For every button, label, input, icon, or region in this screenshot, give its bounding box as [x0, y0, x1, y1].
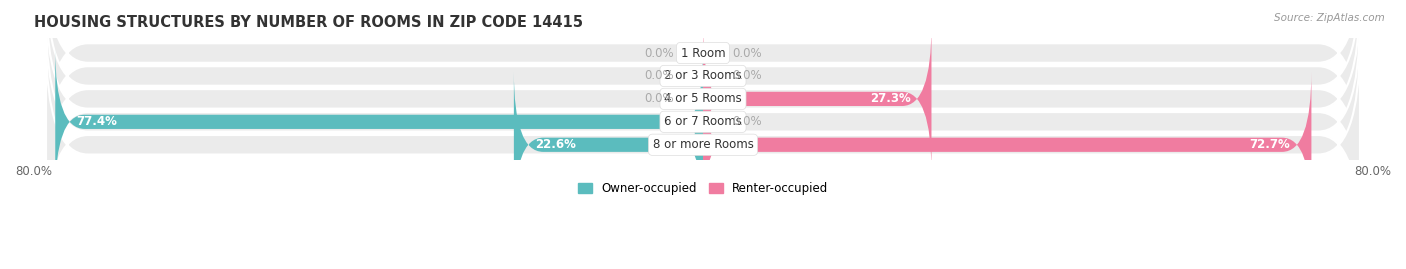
- Text: 0.0%: 0.0%: [644, 47, 673, 59]
- FancyBboxPatch shape: [703, 26, 931, 172]
- Text: 4 or 5 Rooms: 4 or 5 Rooms: [664, 92, 742, 105]
- FancyBboxPatch shape: [46, 17, 1360, 227]
- Text: 1 Room: 1 Room: [681, 47, 725, 59]
- Text: 72.7%: 72.7%: [1250, 138, 1291, 151]
- FancyBboxPatch shape: [46, 0, 1360, 204]
- Text: 0.0%: 0.0%: [644, 69, 673, 83]
- Text: 2 or 3 Rooms: 2 or 3 Rooms: [664, 69, 742, 83]
- Text: 0.0%: 0.0%: [644, 92, 673, 105]
- FancyBboxPatch shape: [703, 72, 1312, 218]
- Text: HOUSING STRUCTURES BY NUMBER OF ROOMS IN ZIP CODE 14415: HOUSING STRUCTURES BY NUMBER OF ROOMS IN…: [34, 15, 582, 30]
- Text: 0.0%: 0.0%: [733, 115, 762, 128]
- Text: 0.0%: 0.0%: [733, 47, 762, 59]
- Text: 27.3%: 27.3%: [870, 92, 911, 105]
- Text: 0.0%: 0.0%: [733, 69, 762, 83]
- Text: 6 or 7 Rooms: 6 or 7 Rooms: [664, 115, 742, 128]
- Text: 8 or more Rooms: 8 or more Rooms: [652, 138, 754, 151]
- Text: Source: ZipAtlas.com: Source: ZipAtlas.com: [1274, 13, 1385, 23]
- Text: 77.4%: 77.4%: [76, 115, 117, 128]
- FancyBboxPatch shape: [55, 49, 703, 195]
- FancyBboxPatch shape: [46, 40, 1360, 250]
- FancyBboxPatch shape: [513, 72, 703, 218]
- Text: 22.6%: 22.6%: [534, 138, 575, 151]
- Legend: Owner-occupied, Renter-occupied: Owner-occupied, Renter-occupied: [572, 178, 834, 200]
- FancyBboxPatch shape: [46, 0, 1360, 181]
- FancyBboxPatch shape: [46, 0, 1360, 158]
